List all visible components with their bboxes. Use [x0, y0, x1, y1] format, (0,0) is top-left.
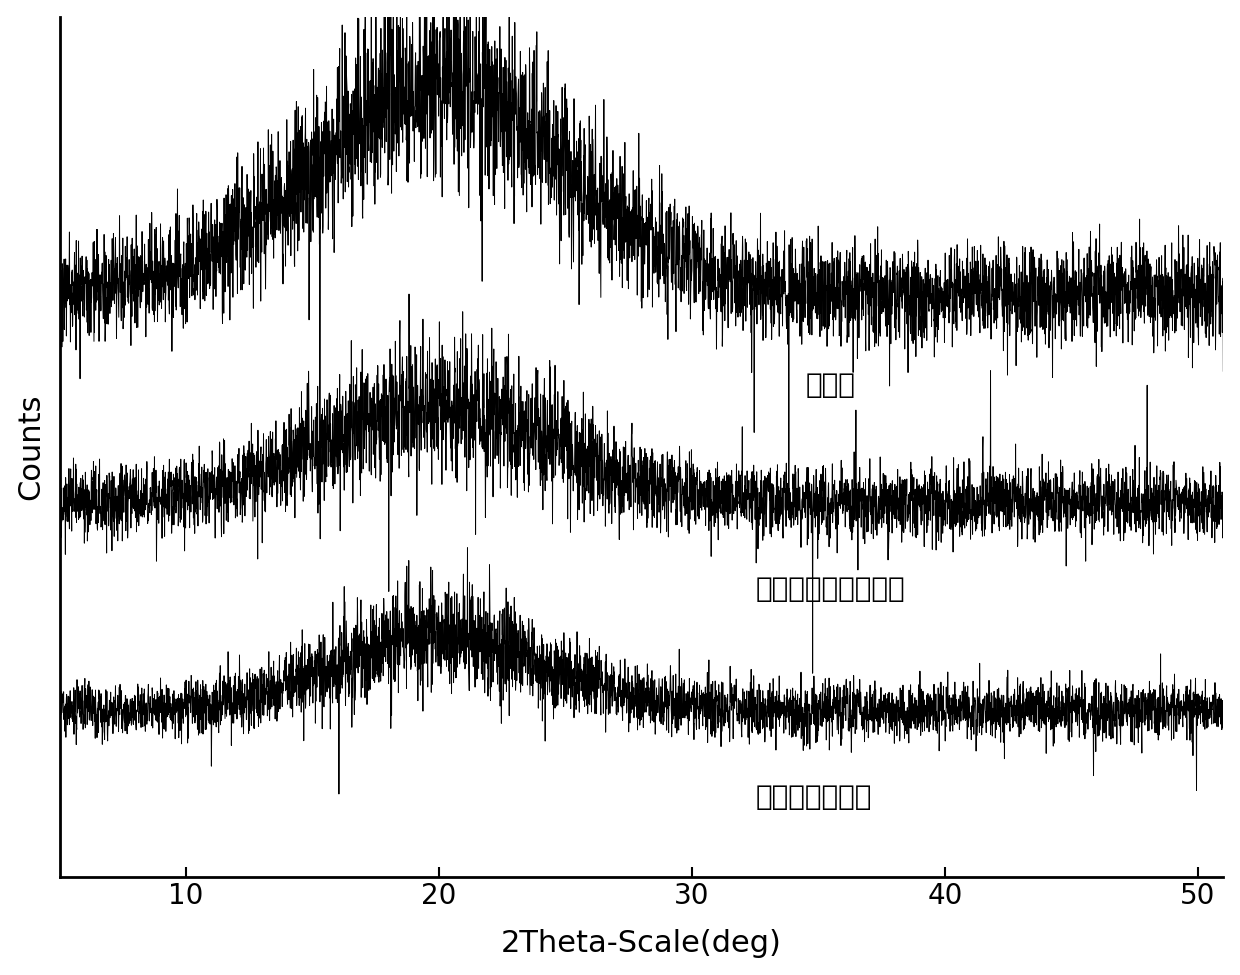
Text: 壳聚糖: 壳聚糖 — [806, 370, 856, 399]
Text: 马来酰化壳聚糖: 马来酰化壳聚糖 — [755, 783, 872, 811]
Text: 邻苯二甲酰化壳聚糖: 邻苯二甲酰化壳聚糖 — [755, 575, 905, 604]
X-axis label: 2Theta-Scale(deg): 2Theta-Scale(deg) — [501, 929, 782, 958]
Y-axis label: Counts: Counts — [16, 394, 46, 500]
